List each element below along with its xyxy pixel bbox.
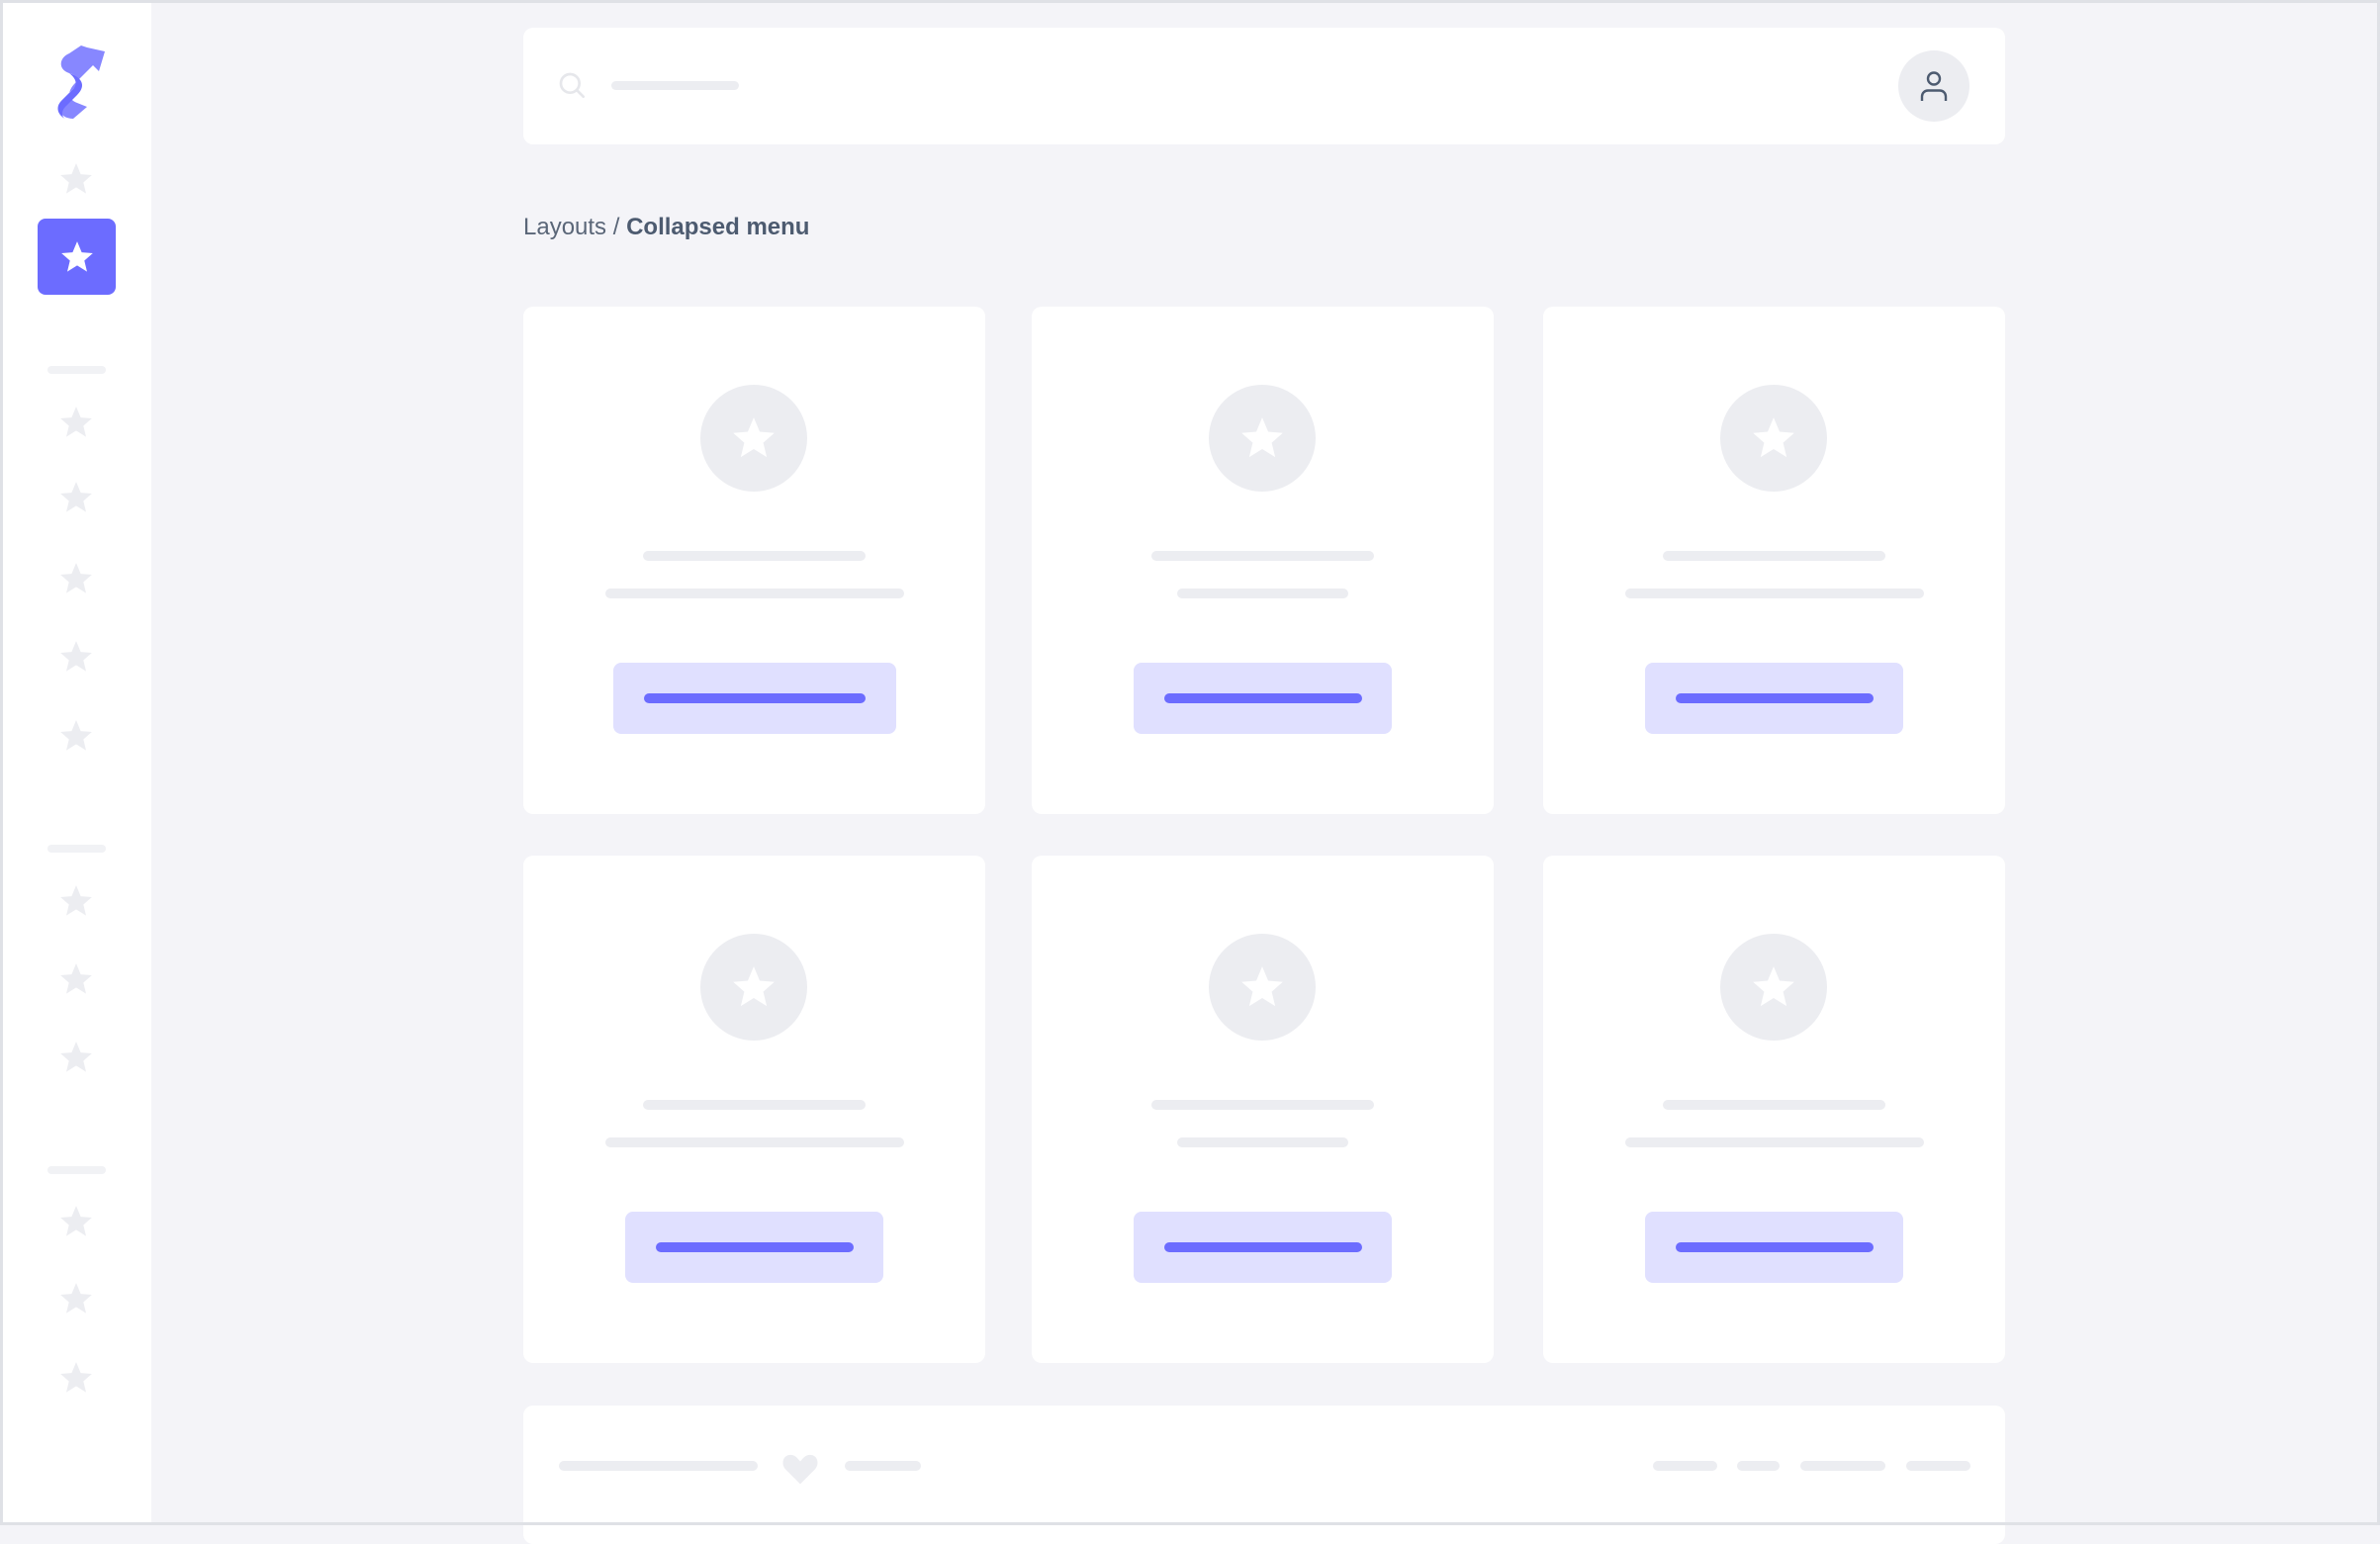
sidebar-divider [47, 1166, 106, 1174]
card-button-label-placeholder [1675, 1242, 1874, 1252]
card-button[interactable] [612, 663, 896, 734]
footer-link[interactable] [1653, 1461, 1717, 1471]
card-icon-circle [700, 385, 807, 492]
star-icon [1753, 417, 1794, 458]
card-button-label-placeholder [1163, 693, 1362, 703]
sidebar [0, 0, 151, 1525]
sidebar-item-star-icon[interactable] [57, 479, 95, 516]
sidebar-item-star-icon[interactable] [57, 960, 95, 998]
user-avatar-button[interactable] [1898, 50, 1969, 122]
card [1543, 856, 2005, 1363]
card-button[interactable] [1134, 663, 1392, 734]
card-title-placeholder [643, 1100, 866, 1110]
sidebar-divider [47, 366, 106, 374]
card-text-placeholder [1624, 589, 1924, 598]
card-button-label-placeholder [655, 1242, 854, 1252]
star-icon [733, 417, 775, 458]
card-icon-circle [1720, 385, 1827, 492]
card-text-placeholder [1177, 1137, 1348, 1147]
card-button[interactable] [1645, 663, 1903, 734]
card-button-label-placeholder [1163, 1242, 1362, 1252]
sidebar-item-star-icon[interactable] [57, 1203, 95, 1240]
card-button[interactable] [625, 1212, 883, 1283]
card-title-placeholder [643, 551, 866, 561]
sidebar-item-star-icon[interactable] [57, 882, 95, 920]
sidebar-item-star-icon[interactable] [57, 160, 95, 198]
card-button-label-placeholder [1675, 693, 1874, 703]
sidebar-item-star-icon[interactable] [57, 1359, 95, 1397]
user-icon [1920, 71, 1948, 101]
card-button-label-placeholder [643, 693, 866, 703]
card-title-placeholder [1663, 1100, 1885, 1110]
top-bar [523, 28, 2005, 144]
sidebar-divider [47, 845, 106, 853]
star-icon [1753, 966, 1794, 1007]
sidebar-item-active[interactable] [38, 219, 116, 295]
sidebar-item-star-icon[interactable] [57, 1039, 95, 1076]
card-text-placeholder [1177, 589, 1348, 598]
sidebar-item-star-icon[interactable] [57, 638, 95, 676]
heart-icon [782, 1454, 818, 1485]
breadcrumb-current: Collapsed menu [626, 214, 810, 240]
star-icon [1241, 417, 1283, 458]
breadcrumb: Layouts / Collapsed menu [523, 214, 809, 241]
footer-text-placeholder [559, 1461, 758, 1471]
card-icon-circle [700, 934, 807, 1041]
star-icon [1241, 966, 1283, 1007]
card-title-placeholder [1663, 551, 1885, 561]
footer-link[interactable] [1800, 1461, 1885, 1471]
search-input[interactable] [611, 81, 739, 90]
card-text-placeholder [604, 589, 904, 598]
card-text-placeholder [1624, 1137, 1924, 1147]
card-button[interactable] [1134, 1212, 1392, 1283]
footer-link[interactable] [1737, 1461, 1780, 1471]
sidebar-item-star-icon[interactable] [57, 560, 95, 597]
breadcrumb-parent[interactable]: Layouts [523, 214, 607, 240]
card [1032, 307, 1494, 814]
card [1543, 307, 2005, 814]
star-icon [60, 240, 93, 272]
card-icon-circle [1209, 934, 1316, 1041]
card-text-placeholder [604, 1137, 904, 1147]
card-icon-circle [1209, 385, 1316, 492]
card [523, 856, 985, 1363]
card-button[interactable] [1645, 1212, 1903, 1283]
card-icon-circle [1720, 934, 1827, 1041]
breadcrumb-separator: / [606, 214, 627, 240]
card-title-placeholder [1151, 551, 1374, 561]
logo-icon [57, 45, 105, 119]
footer [523, 1406, 2005, 1544]
footer-text-placeholder [845, 1461, 921, 1471]
footer-link[interactable] [1906, 1461, 1970, 1471]
sidebar-item-star-icon[interactable] [57, 404, 95, 441]
search-icon[interactable] [557, 70, 589, 102]
sidebar-item-star-icon[interactable] [57, 1280, 95, 1317]
card [1032, 856, 1494, 1363]
card [523, 307, 985, 814]
sidebar-item-star-icon[interactable] [57, 717, 95, 755]
star-icon [733, 966, 775, 1007]
card-title-placeholder [1151, 1100, 1374, 1110]
